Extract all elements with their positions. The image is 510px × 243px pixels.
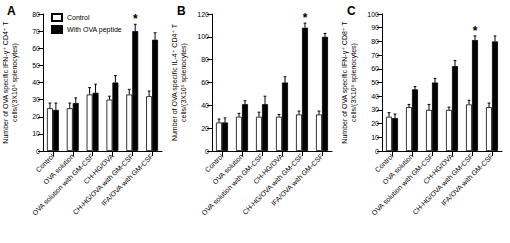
svg-text:30: 30	[371, 106, 379, 113]
svg-text:CH-HG/OVA: CH-HG/OVA	[251, 152, 285, 186]
svg-text:20: 20	[32, 113, 40, 120]
svg-text:OVA solution with GM-CSF: OVA solution with GM-CSF	[30, 152, 96, 217]
svg-text:40: 40	[371, 93, 379, 100]
svg-text:10: 10	[371, 134, 379, 141]
svg-text:Control: Control	[203, 152, 225, 174]
svg-text:30: 30	[32, 96, 40, 103]
svg-text:0: 0	[36, 148, 40, 155]
svg-text:*: *	[303, 11, 308, 25]
svg-text:Number of OVA specific IFN-γ⁺: Number of OVA specific IFN-γ⁺ CD8⁺ T	[341, 21, 349, 144]
svg-text:IFA/OVA with GM-CSF: IFA/OVA with GM-CSF	[100, 153, 155, 208]
svg-text:IFA/OVA with GM-CSF: IFA/OVA with GM-CSF	[440, 153, 495, 208]
svg-text:100: 100	[367, 11, 379, 18]
svg-text:OVA solution: OVA solution	[211, 152, 245, 186]
svg-text:70: 70	[32, 28, 40, 35]
svg-text:cells/(3X10⁵ splenocytes): cells/(3X10⁵ splenocytes)	[180, 43, 188, 122]
svg-text:OVA solution: OVA solution	[381, 152, 415, 186]
svg-text:90: 90	[371, 24, 379, 31]
svg-text:With OVA peptide: With OVA peptide	[67, 26, 122, 34]
svg-text:CH-HG/OVA: CH-HG/OVA	[421, 152, 455, 186]
svg-text:0: 0	[205, 148, 209, 155]
svg-text:100: 100	[197, 33, 209, 40]
svg-text:80: 80	[32, 11, 40, 18]
svg-text:OVA solution with GM-CSF: OVA solution with GM-CSF	[370, 152, 435, 217]
svg-text:cells/(3X10⁵ splenocytes): cells/(3X10⁵ splenocytes)	[350, 43, 358, 122]
svg-text:B: B	[177, 4, 186, 18]
svg-text:60: 60	[371, 65, 379, 72]
svg-text:CH-HG/OVA with GM-CSF: CH-HG/OVA with GM-CSF	[411, 152, 475, 216]
svg-text:40: 40	[201, 102, 209, 109]
svg-text:0: 0	[375, 148, 379, 155]
svg-text:OVA solution: OVA solution	[42, 152, 76, 186]
svg-text:50: 50	[371, 79, 379, 86]
svg-text:50: 50	[32, 62, 40, 69]
svg-text:60: 60	[32, 45, 40, 52]
svg-text:Control: Control	[67, 14, 90, 21]
svg-text:20: 20	[201, 125, 209, 132]
svg-text:CH-HG/OVA with GM-CSF: CH-HG/OVA with GM-CSF	[241, 152, 305, 216]
svg-text:Control: Control	[373, 152, 395, 174]
svg-text:CH-HG/OVA: CH-HG/OVA	[82, 152, 115, 186]
svg-text:IFA/OVA with GM-CSF: IFA/OVA with GM-CSF	[270, 153, 325, 208]
svg-text:cells/(3X10⁵ splenocytes): cells/(3X10⁵ splenocytes)	[11, 43, 19, 122]
svg-text:Number of OVA specific IL-4⁺ C: Number of OVA specific IL-4⁺ CD4⁺ T	[171, 23, 179, 141]
svg-text:80: 80	[201, 56, 209, 63]
svg-text:C: C	[347, 4, 356, 18]
svg-text:A: A	[7, 4, 16, 18]
svg-text:40: 40	[32, 79, 40, 86]
svg-text:80: 80	[371, 38, 379, 45]
svg-text:70: 70	[371, 52, 379, 59]
svg-text:10: 10	[32, 130, 40, 137]
svg-text:Control: Control	[34, 152, 56, 174]
svg-text:60: 60	[201, 79, 209, 86]
svg-text:Number of OVA specific IFN-γ⁺: Number of OVA specific IFN-γ⁺ CD4⁺ T	[2, 21, 10, 144]
svg-text:*: *	[133, 12, 138, 26]
svg-text:*: *	[473, 24, 478, 38]
svg-text:CH-HG/OVA with GM-CSF: CH-HG/OVA with GM-CSF	[71, 152, 135, 216]
svg-text:OVA solution with GM-CSF: OVA solution with GM-CSF	[200, 152, 265, 217]
svg-text:120: 120	[197, 11, 209, 18]
svg-text:20: 20	[371, 120, 379, 127]
